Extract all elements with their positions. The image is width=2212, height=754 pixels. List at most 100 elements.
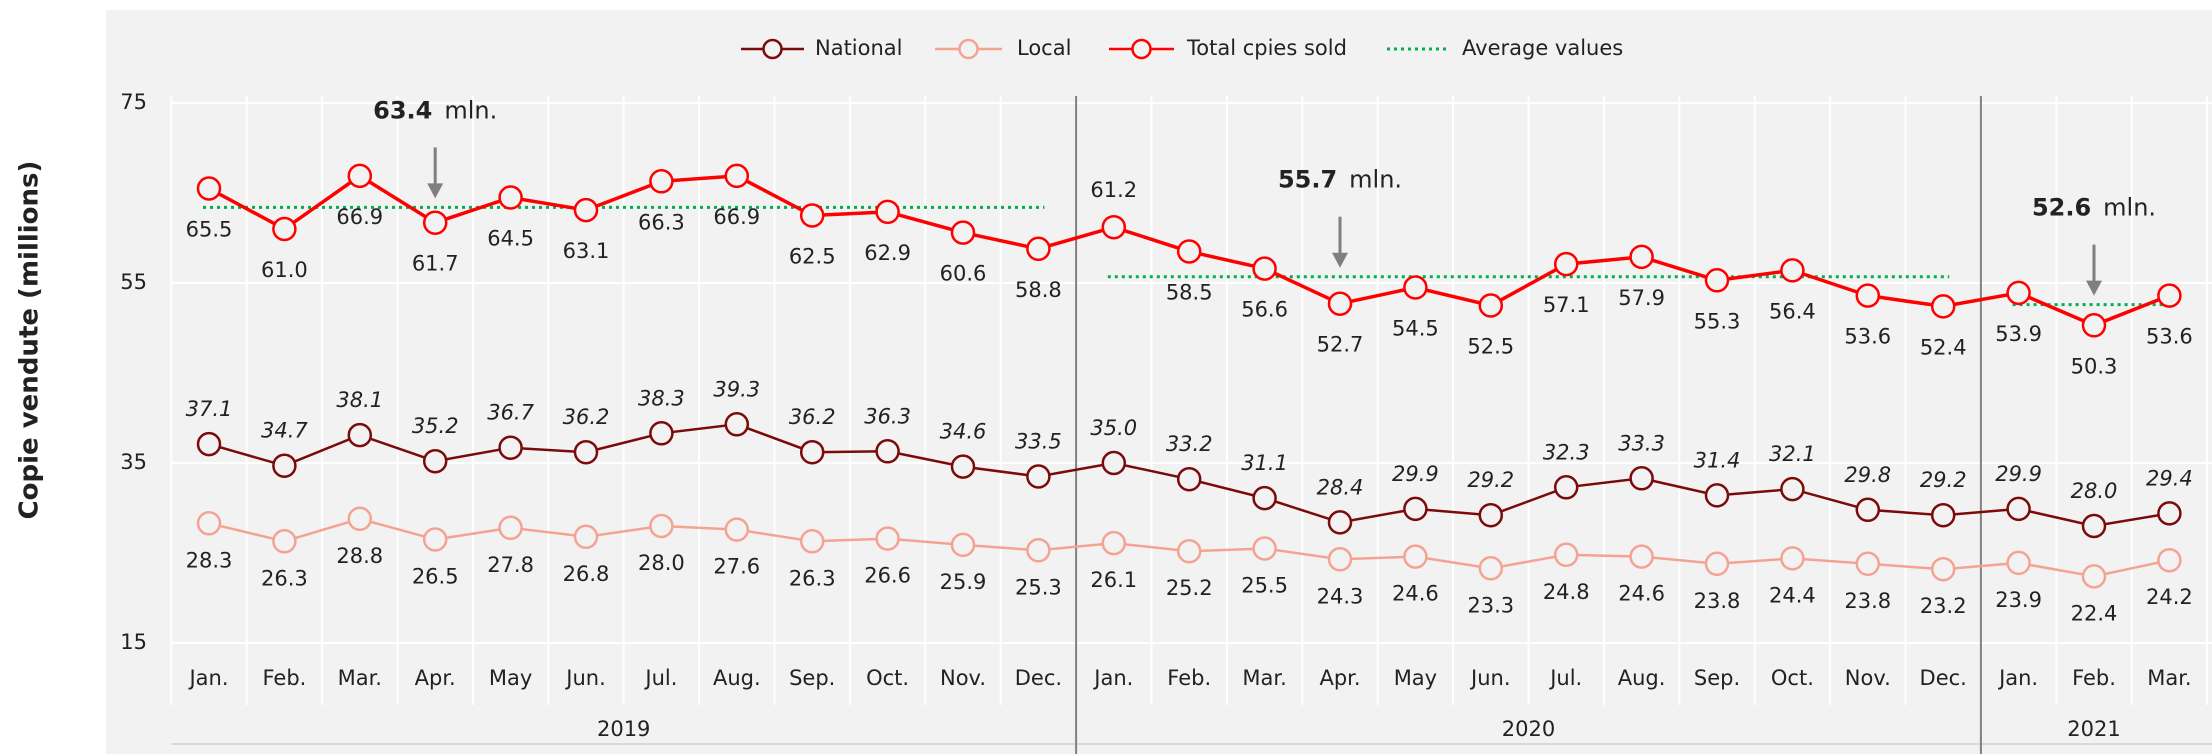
data-label: 33.3	[1618, 431, 1665, 455]
data-label: 28.0	[638, 551, 685, 575]
data-label: 33.2	[1166, 432, 1213, 456]
annotation-arrowhead	[2086, 280, 2102, 296]
data-label: 35.0	[1090, 416, 1137, 440]
data-label: 53.6	[1844, 325, 1891, 349]
data-label: 63.1	[563, 239, 610, 263]
data-label: 31.4	[1694, 448, 1741, 472]
data-label: 39.3	[713, 377, 760, 401]
marker	[1855, 497, 1881, 523]
annotation-value: 63.4	[373, 96, 432, 124]
y-tick-label: 55	[120, 270, 147, 294]
marker	[1327, 510, 1353, 535]
data-label: 58.8	[1015, 278, 1062, 302]
marker	[875, 526, 900, 551]
data-label: 29.2	[1920, 468, 1967, 492]
marker	[498, 515, 523, 541]
data-label: 56.6	[1241, 298, 1288, 322]
x-tick-label: Jul.	[1548, 666, 1582, 690]
x-tick-label: Oct.	[866, 666, 909, 690]
marker	[1252, 256, 1277, 281]
data-label: 27.6	[713, 555, 760, 579]
data-label: 25.5	[1241, 574, 1288, 598]
legend-marker	[958, 38, 979, 60]
marker	[1176, 538, 1202, 564]
data-label: 27.8	[487, 553, 534, 577]
data-label: 50.3	[2071, 354, 2118, 378]
data-label: 23.8	[1694, 589, 1741, 613]
data-label: 29.8	[1844, 463, 1891, 487]
data-label: 53.6	[2146, 325, 2193, 349]
marker	[799, 203, 825, 228]
annotation-value: 55.7	[1278, 166, 1337, 194]
marker	[649, 169, 674, 194]
x-tick-label: Nov.	[1845, 666, 1891, 690]
data-label: 56.4	[1769, 299, 1816, 323]
marker	[196, 431, 222, 457]
data-label: 22.4	[2071, 601, 2118, 625]
marker	[1101, 214, 1127, 240]
annotation-unit: mln.	[2103, 194, 2156, 222]
marker	[1403, 275, 1428, 300]
marker	[1553, 542, 1579, 568]
x-tick-label: Dec.	[1920, 666, 1967, 690]
marker	[649, 513, 674, 539]
marker	[1704, 551, 1730, 577]
data-label: 62.5	[789, 245, 836, 269]
data-label: 26.3	[261, 566, 308, 590]
data-label: 23.9	[1995, 588, 2042, 612]
data-label: 61.7	[412, 252, 459, 276]
marker	[799, 439, 825, 465]
marker	[272, 453, 297, 478]
annotation: 52.6 mln.	[2032, 194, 2156, 222]
marker	[1478, 556, 1504, 581]
legend-label: National	[815, 36, 903, 60]
x-tick-label: Aug.	[1618, 666, 1666, 690]
data-label: 58.5	[1166, 281, 1213, 305]
y-axis-title: Copie vendute (millions)	[15, 161, 45, 520]
marker	[573, 197, 599, 223]
marker	[1629, 544, 1654, 569]
data-label: 38.3	[638, 386, 685, 410]
y-tick-label: 15	[120, 630, 147, 654]
data-label: 33.5	[1015, 430, 1062, 454]
marker	[875, 199, 900, 225]
x-tick-label: Apr.	[1319, 666, 1360, 690]
data-label: 34.7	[261, 419, 308, 443]
marker	[950, 532, 976, 558]
annotation-unit: mln.	[1349, 166, 1402, 194]
data-label: 24.6	[1392, 582, 1439, 606]
marker	[196, 511, 222, 536]
data-label: 62.9	[864, 241, 911, 265]
marker	[1629, 466, 1654, 491]
marker	[950, 454, 976, 479]
data-label: 36.3	[864, 404, 911, 428]
data-label: 57.9	[1618, 286, 1665, 310]
marker	[573, 524, 599, 550]
marker	[2157, 283, 2182, 308]
group-label: 2020	[1502, 717, 1555, 741]
marker	[2081, 313, 2107, 338]
marker	[272, 216, 297, 242]
y-tick-label: 75	[120, 90, 147, 114]
data-label: 65.5	[186, 218, 233, 242]
data-label: 52.4	[1920, 335, 1967, 359]
data-label: 29.9	[1995, 462, 2042, 486]
marker	[649, 421, 674, 446]
data-label: 26.1	[1090, 568, 1137, 592]
x-tick-label: May	[1394, 666, 1437, 690]
marker	[272, 529, 297, 554]
data-label: 34.6	[940, 420, 987, 444]
data-label: 32.1	[1769, 442, 1816, 466]
x-tick-label: Jan.	[1997, 666, 2038, 690]
data-label: 66.9	[336, 205, 383, 229]
data-label: 66.9	[713, 205, 760, 229]
marker	[875, 439, 900, 464]
marker	[498, 435, 523, 460]
marker	[724, 412, 750, 437]
x-tick-label: Mar.	[338, 666, 382, 690]
marker	[1026, 538, 1051, 563]
data-label: 24.2	[2146, 585, 2193, 609]
data-label: 25.3	[1015, 575, 1062, 599]
data-label: 66.3	[638, 210, 685, 234]
